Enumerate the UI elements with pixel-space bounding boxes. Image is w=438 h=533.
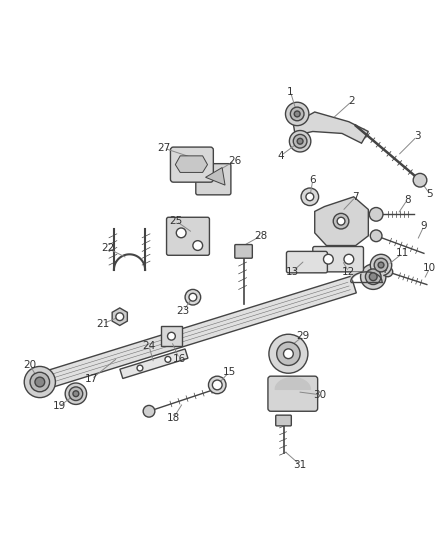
Circle shape [378, 262, 384, 268]
Circle shape [185, 289, 201, 305]
Circle shape [290, 131, 311, 152]
Text: 26: 26 [228, 156, 241, 166]
FancyBboxPatch shape [276, 415, 291, 426]
Circle shape [208, 376, 226, 394]
Circle shape [369, 273, 377, 281]
Text: 3: 3 [414, 131, 420, 141]
Circle shape [294, 111, 300, 117]
Circle shape [167, 332, 175, 340]
Circle shape [24, 366, 56, 398]
Text: 12: 12 [342, 267, 356, 277]
Polygon shape [293, 112, 368, 143]
Circle shape [212, 380, 222, 390]
FancyBboxPatch shape [313, 247, 364, 272]
Circle shape [35, 377, 45, 387]
Text: 1: 1 [287, 86, 293, 96]
Text: 24: 24 [142, 341, 155, 351]
Circle shape [333, 213, 349, 229]
Text: 25: 25 [170, 216, 183, 226]
Circle shape [365, 269, 381, 285]
FancyBboxPatch shape [196, 164, 231, 195]
Polygon shape [120, 349, 188, 378]
Circle shape [286, 102, 309, 126]
Circle shape [360, 264, 386, 289]
Text: 11: 11 [396, 248, 409, 259]
Circle shape [165, 357, 171, 362]
Text: 15: 15 [223, 367, 236, 377]
FancyBboxPatch shape [161, 326, 182, 346]
Text: 14: 14 [374, 265, 388, 275]
Circle shape [293, 134, 307, 148]
Circle shape [65, 383, 87, 405]
FancyBboxPatch shape [286, 252, 327, 273]
Circle shape [301, 188, 318, 206]
Circle shape [324, 254, 333, 264]
Text: 9: 9 [420, 221, 427, 231]
Text: 29: 29 [297, 331, 310, 341]
Circle shape [177, 228, 186, 238]
Circle shape [189, 293, 197, 301]
Circle shape [283, 349, 293, 359]
Text: 16: 16 [173, 353, 186, 364]
Circle shape [306, 193, 314, 201]
Circle shape [143, 406, 155, 417]
Circle shape [383, 267, 393, 277]
Polygon shape [37, 276, 357, 390]
Text: 20: 20 [24, 360, 37, 370]
Circle shape [137, 365, 143, 371]
Polygon shape [175, 156, 208, 173]
Text: 13: 13 [286, 267, 299, 277]
Circle shape [344, 254, 354, 264]
Text: 10: 10 [423, 263, 436, 273]
Text: 23: 23 [177, 306, 190, 316]
Circle shape [290, 107, 304, 121]
Text: 2: 2 [349, 96, 355, 106]
Circle shape [413, 173, 427, 187]
Circle shape [277, 342, 300, 366]
Circle shape [30, 372, 49, 392]
Circle shape [193, 241, 203, 251]
Circle shape [297, 138, 303, 144]
Polygon shape [315, 197, 368, 246]
Circle shape [370, 230, 382, 241]
FancyBboxPatch shape [170, 147, 213, 182]
Polygon shape [205, 167, 225, 185]
Text: 7: 7 [352, 192, 359, 202]
FancyBboxPatch shape [235, 245, 252, 258]
FancyBboxPatch shape [166, 217, 209, 255]
Circle shape [374, 258, 388, 272]
Text: 27: 27 [157, 143, 170, 153]
Text: 28: 28 [254, 231, 268, 241]
Circle shape [369, 207, 383, 221]
Text: 19: 19 [53, 401, 66, 411]
Text: 30: 30 [313, 390, 326, 400]
Text: 5: 5 [427, 189, 433, 199]
FancyBboxPatch shape [268, 376, 318, 411]
Circle shape [269, 334, 308, 373]
Text: 8: 8 [404, 195, 411, 205]
Circle shape [116, 313, 124, 321]
Circle shape [69, 387, 83, 400]
Text: 22: 22 [102, 244, 115, 254]
Text: 6: 6 [310, 175, 316, 185]
Text: 17: 17 [85, 374, 98, 384]
Circle shape [370, 254, 392, 276]
Polygon shape [112, 308, 127, 326]
Text: 31: 31 [293, 460, 307, 470]
Text: 18: 18 [167, 413, 180, 423]
Circle shape [73, 391, 79, 397]
Text: 4: 4 [277, 151, 284, 161]
Circle shape [337, 217, 345, 225]
Text: 21: 21 [96, 319, 110, 328]
